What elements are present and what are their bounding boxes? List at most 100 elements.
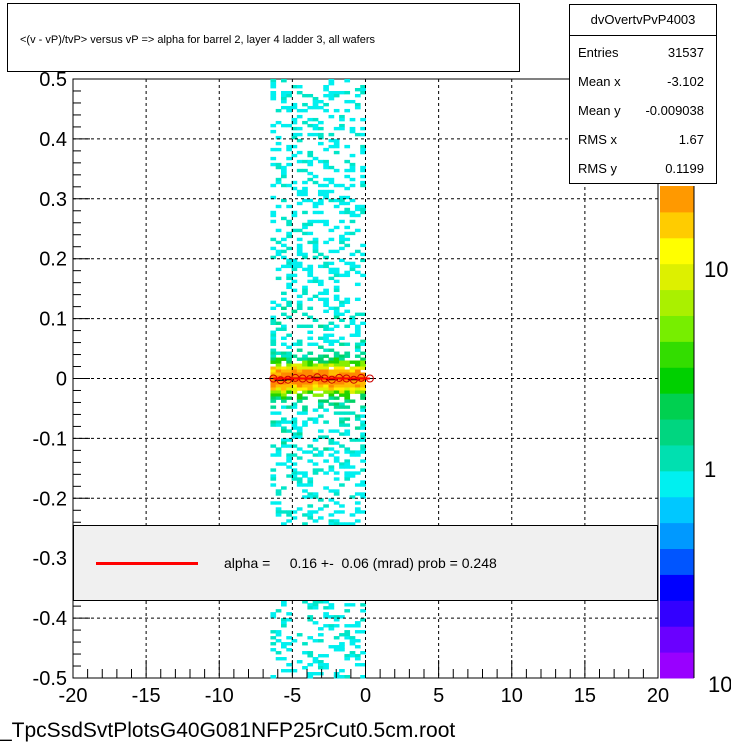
heat-cell <box>296 243 303 248</box>
heat-cell <box>296 249 303 254</box>
heat-cell <box>333 390 340 394</box>
heat-cell <box>302 225 308 230</box>
heat-cell <box>333 339 340 343</box>
heat-cell <box>317 183 324 188</box>
heat-cell <box>317 198 324 203</box>
heat-cell <box>302 312 308 317</box>
heat-cell <box>270 333 277 337</box>
heat-cell <box>286 204 292 209</box>
heat-cell <box>344 450 351 454</box>
heat-cell <box>328 369 335 373</box>
heat-cell <box>328 198 335 203</box>
heat-cell <box>317 120 324 125</box>
heat-cell <box>328 465 335 469</box>
stats-value: 31537 <box>667 45 704 60</box>
heat-cell <box>296 90 303 95</box>
heat-cell <box>281 99 287 104</box>
heat-cell <box>349 315 356 319</box>
y-tick-label: -0.5 <box>33 668 67 690</box>
heat-cell <box>344 423 351 427</box>
heat-cell <box>323 327 329 331</box>
heat-cell <box>291 390 298 394</box>
heat-cell <box>323 366 329 370</box>
heat-cell <box>286 438 292 442</box>
heat-cell <box>317 414 324 418</box>
heat-cell <box>323 459 329 463</box>
heat-cell <box>302 651 308 655</box>
heat-cell <box>275 609 282 613</box>
heat-cell <box>302 252 308 257</box>
heat-cell <box>291 342 298 346</box>
heat-cell <box>360 168 366 173</box>
heat-cell <box>339 648 345 652</box>
heat-cell <box>323 612 329 616</box>
heat-cell <box>307 351 314 355</box>
heat-cell <box>275 162 282 167</box>
heat-cell <box>281 306 287 311</box>
heat-cell <box>333 150 340 155</box>
heat-cell <box>296 387 303 391</box>
heat-cell <box>307 450 314 454</box>
heat-cell <box>270 351 277 355</box>
heat-cell <box>360 468 366 472</box>
heat-cell <box>296 138 303 143</box>
heat-cell <box>349 399 356 403</box>
colorbar-segment <box>660 237 694 265</box>
heat-cell <box>323 666 329 670</box>
heat-cell <box>360 342 366 346</box>
colorbar-segment <box>660 289 694 316</box>
heat-cell <box>344 657 351 661</box>
heat-cell <box>323 222 329 227</box>
heat-cell <box>312 174 319 179</box>
heat-cell <box>344 273 351 278</box>
heat-cell <box>339 246 345 251</box>
heat-cell <box>302 267 308 272</box>
heat-cell <box>344 195 351 200</box>
heat-cell <box>360 396 366 400</box>
heat-cell <box>270 306 277 311</box>
heat-cell <box>291 384 298 388</box>
heat-cell <box>354 450 361 454</box>
heat-cell <box>323 654 329 658</box>
heat-cell <box>275 108 282 113</box>
heat-cell <box>344 363 351 367</box>
heat-cell <box>360 339 366 343</box>
heat-cell <box>312 519 319 523</box>
heat-cell <box>291 402 298 406</box>
heat-cell <box>323 303 329 308</box>
x-tick-label: 10 <box>501 685 523 707</box>
heat-cell <box>275 390 282 394</box>
heat-cell <box>328 522 335 526</box>
heat-cell <box>281 621 287 625</box>
heat-cell <box>307 675 314 679</box>
x-tick-label: -15 <box>132 685 161 707</box>
heat-cell <box>339 300 345 305</box>
heat-cell <box>323 354 329 358</box>
heat-cell <box>312 123 319 128</box>
heat-cell <box>281 390 287 394</box>
heat-cell <box>281 441 287 445</box>
heat-cell <box>354 102 361 107</box>
heat-cell <box>286 333 292 337</box>
heat-cell <box>354 228 361 233</box>
heat-cell <box>312 408 319 412</box>
heat-cell <box>281 657 287 661</box>
heat-cell <box>291 264 298 269</box>
heat-cell <box>360 495 366 499</box>
heat-cell <box>286 93 292 98</box>
heat-cell <box>339 522 345 526</box>
heat-cell <box>354 654 361 658</box>
heat-cell <box>302 381 308 385</box>
heat-cell <box>339 201 345 206</box>
heat-cell <box>360 273 366 278</box>
heat-cell <box>291 126 298 131</box>
heat-cell <box>312 318 319 322</box>
heat-cell <box>333 618 340 622</box>
heat-cell <box>323 162 329 167</box>
heat-cell <box>275 267 282 272</box>
heat-cell <box>307 636 314 640</box>
heat-cell <box>354 342 361 346</box>
heat-cell <box>328 384 335 388</box>
stats-key: Entries <box>578 45 619 60</box>
heat-cell <box>354 639 361 643</box>
